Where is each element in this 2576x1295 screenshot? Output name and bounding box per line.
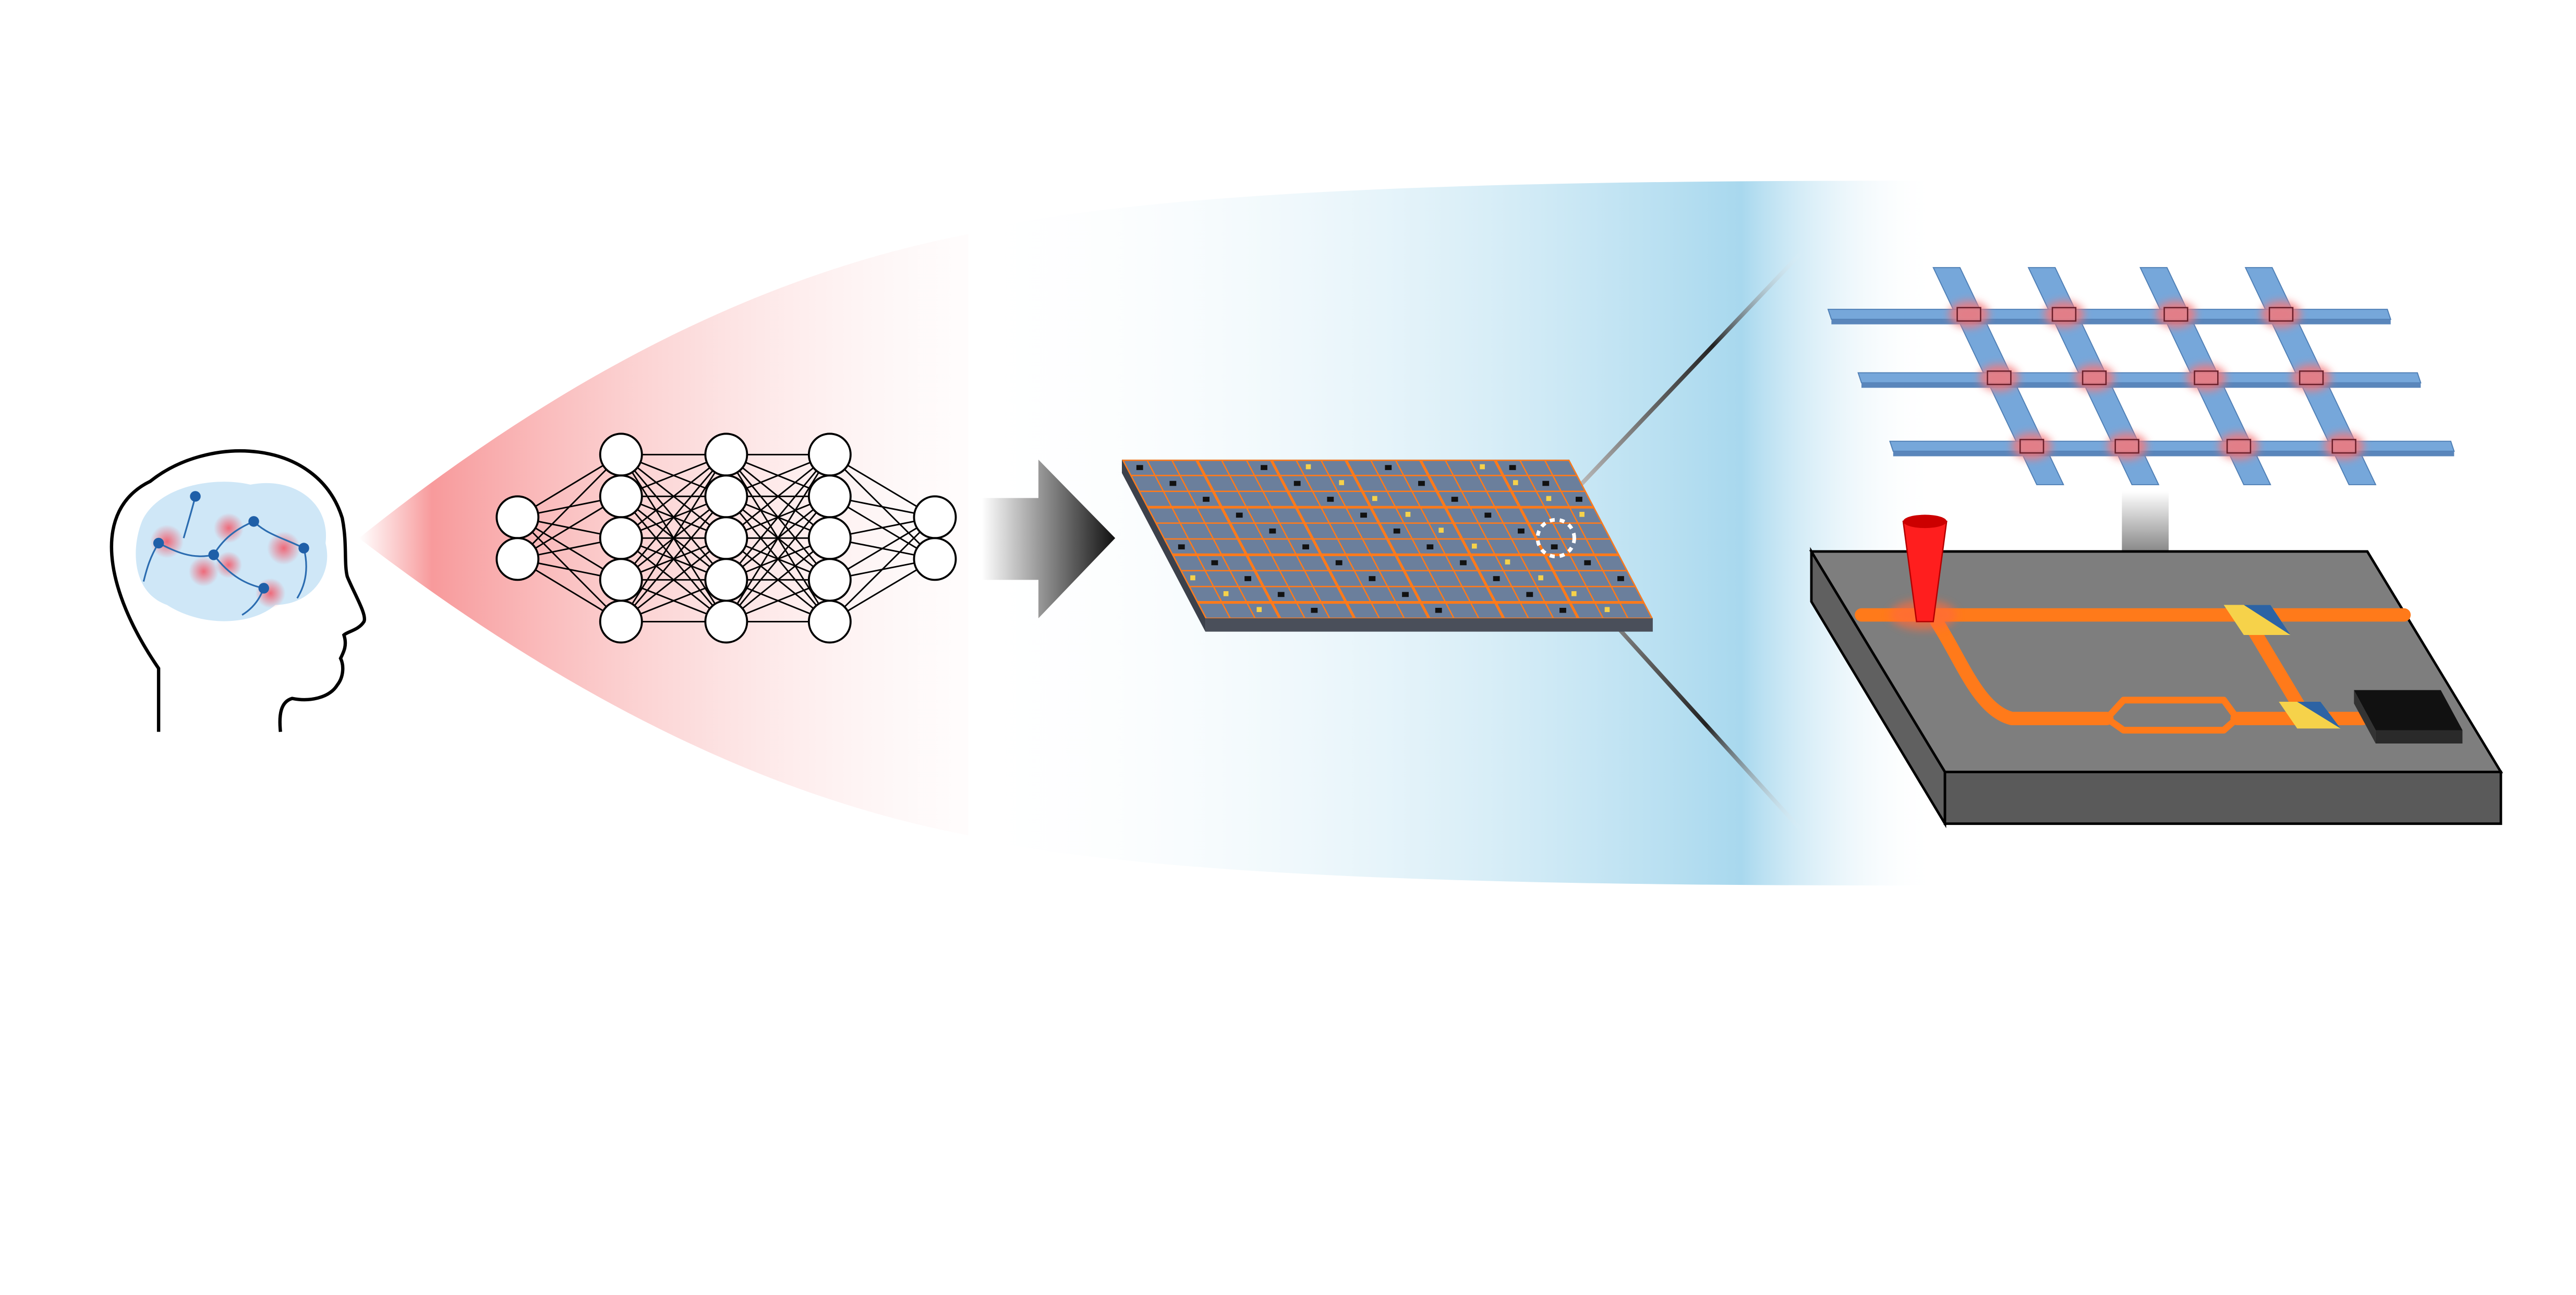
photodetector-icon bbox=[2354, 690, 2463, 744]
beam-splitter-top-icon bbox=[2223, 605, 2291, 635]
ann-node bbox=[599, 516, 643, 560]
ann-node bbox=[807, 558, 852, 602]
ann-node bbox=[599, 474, 643, 519]
ann-node bbox=[704, 558, 748, 602]
ann-node bbox=[495, 495, 540, 539]
ann-node bbox=[704, 433, 748, 477]
ann-node bbox=[599, 599, 643, 644]
ann-node bbox=[807, 516, 852, 560]
ann-node bbox=[913, 537, 957, 581]
ann-node bbox=[807, 599, 852, 644]
zoom-circle bbox=[1535, 518, 1576, 559]
ann-node bbox=[599, 558, 643, 602]
ann-node bbox=[599, 433, 643, 477]
artificial-neural-network-icon bbox=[495, 433, 957, 644]
crossbar-junctions bbox=[1949, 301, 2364, 460]
ann-node bbox=[495, 537, 540, 581]
human-head-with-brain-neurons-icon bbox=[110, 449, 366, 732]
laser-icon bbox=[1902, 514, 1948, 622]
photonic-device-icon bbox=[1809, 514, 2504, 829]
ann-node bbox=[704, 599, 748, 644]
crossbar-array-icon bbox=[1827, 267, 2455, 485]
ann-node bbox=[807, 474, 852, 519]
ann-node bbox=[913, 495, 957, 539]
neuron-bodies bbox=[153, 491, 309, 594]
ann-node bbox=[704, 474, 748, 519]
red-beam bbox=[359, 234, 969, 836]
photonic-chip-array-icon bbox=[1122, 459, 1653, 632]
neuron-glows bbox=[150, 513, 301, 608]
arrow-ann-to-chip bbox=[982, 459, 1116, 618]
ann-node bbox=[704, 516, 748, 560]
ann-node bbox=[807, 433, 852, 477]
beam-splitter-bottom-icon bbox=[2279, 702, 2341, 729]
